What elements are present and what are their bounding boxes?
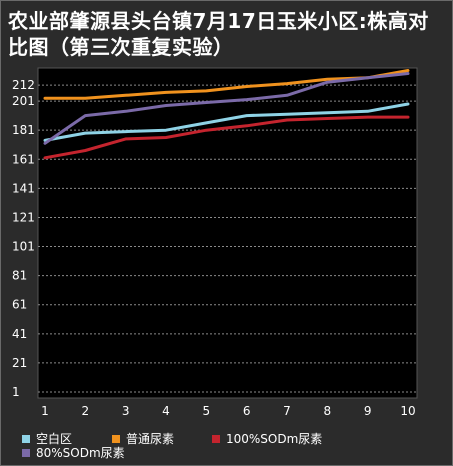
x-tick-label: 8 (324, 404, 332, 418)
x-tick-label: 4 (162, 404, 170, 418)
y-tick-label: 101 (12, 240, 35, 254)
y-tick-label: 61 (12, 298, 27, 312)
y-tick-label: 181 (12, 123, 35, 137)
series-line-0 (43, 102, 410, 142)
legend-label-normal-urea: 普通尿素 (126, 432, 175, 446)
legend-swatch-80-sodm-urea (22, 449, 30, 457)
legend-label-blank: 空白区 (36, 432, 73, 446)
y-tick-label: 121 (12, 210, 35, 224)
y-tick-label: 81 (12, 269, 27, 283)
legend-label-100-sodm-urea: 100%SODm尿素 (226, 432, 323, 446)
y-tick-label: 212 (12, 78, 35, 92)
legend-swatch-blank (22, 435, 30, 443)
x-tick-label: 6 (243, 404, 251, 418)
x-tick-label: 2 (82, 404, 90, 418)
series-line-3 (43, 72, 410, 145)
legend-label-80-sodm-urea: 80%SODm尿素 (36, 446, 125, 460)
y-tick-label: 1 (12, 385, 20, 399)
chart-title: 农业部肇源县头台镇7月17日玉米小区:株高对比图（第三次重复实验） (8, 9, 429, 59)
x-tick-label: 7 (283, 404, 291, 418)
x-tick-label: 5 (203, 404, 211, 418)
plot-area (37, 67, 418, 399)
y-tick-label: 41 (12, 327, 27, 341)
x-tick-label: 10 (400, 404, 415, 418)
x-tick-label: 3 (122, 404, 130, 418)
x-tick-label: 9 (364, 404, 372, 418)
y-tick-label: 161 (12, 152, 35, 166)
y-tick-label: 201 (12, 94, 35, 108)
series-line-2 (43, 115, 410, 160)
legend-swatch-100-sodm-urea (212, 435, 220, 443)
y-tick-label: 141 (12, 181, 35, 195)
x-tick-label: 1 (41, 404, 49, 418)
legend-swatch-normal-urea (112, 435, 120, 443)
y-tick-label: 21 (12, 356, 27, 370)
